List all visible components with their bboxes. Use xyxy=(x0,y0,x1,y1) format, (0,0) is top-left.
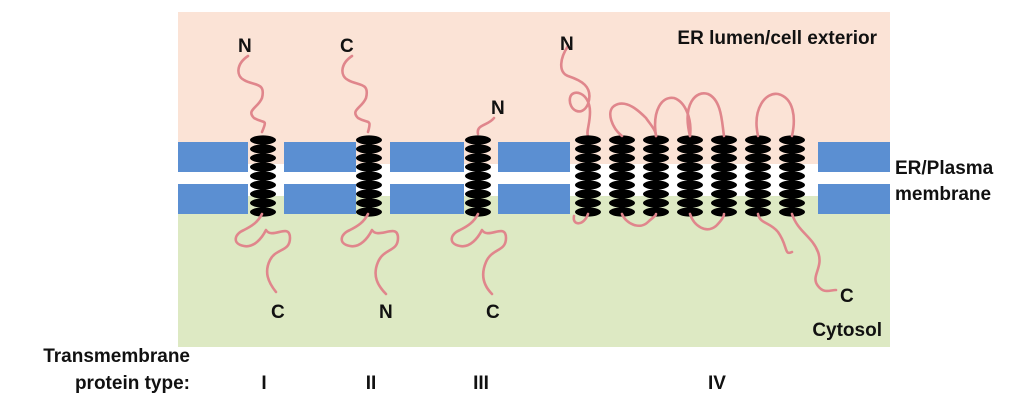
type2-top-terminus: C xyxy=(340,36,354,57)
membrane-bilayer xyxy=(178,142,890,214)
type-label-3: III xyxy=(473,373,489,394)
cytosol-label: Cytosol xyxy=(812,320,882,341)
protein-type-1 xyxy=(234,54,292,294)
lumen-label: ER lumen/cell exterior xyxy=(677,28,877,49)
membrane-label-line1: ER/Plasma xyxy=(895,158,994,179)
type1-bottom-terminus: C xyxy=(271,302,285,323)
caption-line2: protein type: xyxy=(75,373,190,394)
type1-top-terminus: N xyxy=(238,36,252,57)
cytosol-region xyxy=(178,196,890,347)
lumen-region xyxy=(178,12,890,164)
type-label-2: II xyxy=(366,373,377,394)
type4-bottom-terminus: C xyxy=(840,286,854,307)
type3-bottom-terminus: C xyxy=(486,302,500,323)
membrane-label-line2: membrane xyxy=(895,184,991,205)
type3-top-terminus: N xyxy=(491,98,505,119)
caption-line1: Transmembrane xyxy=(43,346,190,367)
type4-top-terminus: N xyxy=(560,34,574,55)
type-label-4: IV xyxy=(708,373,726,394)
protein-type-3 xyxy=(450,116,508,296)
protein-type-4 xyxy=(559,44,838,293)
type-label-1: I xyxy=(261,373,266,394)
type2-bottom-terminus: N xyxy=(379,302,393,323)
protein-type-2 xyxy=(340,54,400,296)
